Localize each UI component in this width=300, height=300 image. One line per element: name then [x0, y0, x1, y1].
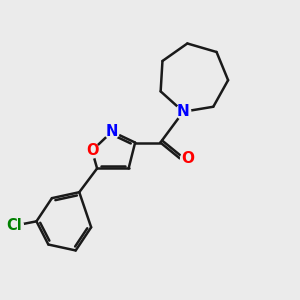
Circle shape [4, 216, 23, 235]
Text: N: N [106, 124, 118, 139]
Circle shape [176, 104, 191, 119]
Circle shape [104, 124, 119, 139]
Circle shape [85, 143, 100, 158]
Text: Cl: Cl [6, 218, 22, 233]
Circle shape [181, 151, 196, 166]
Text: O: O [182, 151, 194, 166]
Text: N: N [177, 104, 190, 119]
Text: O: O [86, 143, 98, 158]
